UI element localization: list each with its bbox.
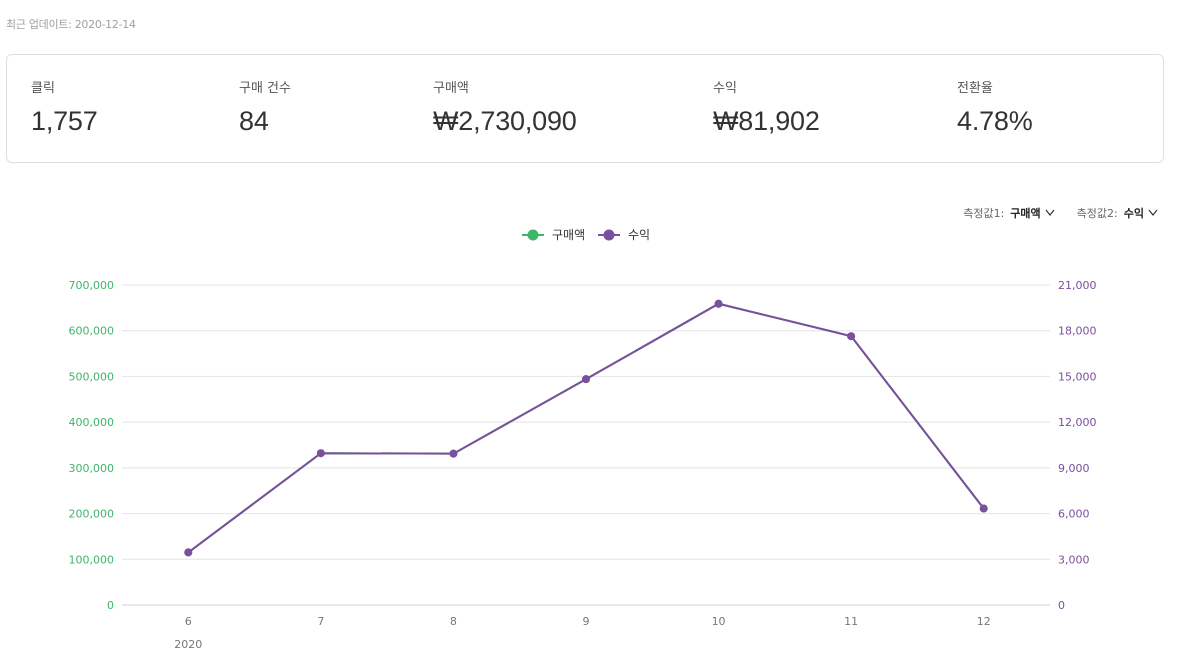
y-right-tick-label: 3,000 xyxy=(1058,553,1090,566)
legend-label: 구매액 xyxy=(552,228,585,242)
series-2-point xyxy=(979,504,988,513)
metric-conversion-rate: 전환율 4.78% xyxy=(957,77,1033,137)
y-left-tick-label: 500,000 xyxy=(69,370,115,383)
y-left-tick-label: 200,000 xyxy=(69,508,115,521)
y-left-tick-label: 100,000 xyxy=(69,553,115,566)
measure1-label: 측정값1: xyxy=(963,207,1005,220)
legend-marker xyxy=(603,229,615,241)
metric-value: ₩81,902 xyxy=(713,106,820,136)
chevron-down-icon xyxy=(1045,208,1055,219)
y-right-tick-label: 0 xyxy=(1058,599,1065,612)
metric-label: 전환율 xyxy=(957,81,993,96)
y-right-tick-label: 18,000 xyxy=(1058,325,1097,338)
x-tick-label: 7 xyxy=(317,615,324,628)
metric-value: 4.78% xyxy=(957,106,1033,136)
y-right-tick-label: 15,000 xyxy=(1058,370,1097,383)
metric-label: 수익 xyxy=(713,81,737,96)
measure-selectors: 측정값1: 구매액 측정값2: 수익 xyxy=(963,205,1158,221)
x-year-label: 2020 xyxy=(174,638,202,651)
measure1-value: 구매액 xyxy=(1010,207,1041,220)
y-right-tick-label: 6,000 xyxy=(1058,508,1090,521)
series-2-point xyxy=(316,449,325,458)
series-2-point xyxy=(449,449,458,458)
metric-value: ₩2,730,090 xyxy=(433,106,577,136)
y-left-tick-label: 300,000 xyxy=(69,462,115,475)
x-tick-label: 8 xyxy=(450,615,457,628)
y-left-tick-label: 0 xyxy=(107,599,114,612)
x-tick-label: 11 xyxy=(844,615,858,628)
measure2-dropdown[interactable]: 측정값2: 수익 xyxy=(1077,205,1158,221)
series-line-1 xyxy=(187,302,985,554)
x-tick-label: 6 xyxy=(185,615,192,628)
metric-label: 클릭 xyxy=(31,81,55,96)
series-2-point xyxy=(714,299,723,308)
y-right-tick-label: 9,000 xyxy=(1058,462,1090,475)
measure1-dropdown[interactable]: 측정값1: 구매액 xyxy=(963,205,1055,221)
y-left-tick-label: 400,000 xyxy=(69,416,115,429)
metric-revenue: 수익 ₩81,902 xyxy=(713,77,820,137)
metric-value: 84 xyxy=(239,106,269,136)
summary-panel: 클릭 1,757 구매 건수 84 구매액 ₩2,730,090 수익 ₩81,… xyxy=(6,54,1164,163)
legend-label: 수익 xyxy=(628,228,650,242)
measure2-value: 수익 xyxy=(1123,207,1144,220)
metric-label: 구매 건수 xyxy=(239,81,291,96)
y-right-tick-label: 21,000 xyxy=(1058,279,1097,292)
measure2-label: 측정값2: xyxy=(1076,207,1118,220)
metric-value: 1,757 xyxy=(31,106,98,136)
metric-label: 구매액 xyxy=(433,81,469,96)
x-tick-label: 9 xyxy=(583,615,590,628)
series-2-point xyxy=(582,375,590,384)
last-updated-text: 최근 업데이트: 2020-12-14 xyxy=(6,18,136,31)
y-right-tick-label: 12,000 xyxy=(1058,416,1097,429)
legend-marker xyxy=(527,229,539,241)
x-tick-label: 12 xyxy=(977,615,991,628)
series-line-2 xyxy=(187,302,985,554)
series-2-point xyxy=(184,548,193,557)
x-tick-label: 10 xyxy=(712,615,726,628)
y-left-tick-label: 700,000 xyxy=(69,279,115,292)
chevron-down-icon xyxy=(1148,208,1158,219)
metric-purchases: 구매 건수 84 xyxy=(239,77,291,137)
line-chart: 0 0 100,000 3,000 200,000 6,000 300,000 9,000 40… xyxy=(69,228,1097,651)
y-left-tick-label: 600,000 xyxy=(69,325,115,338)
metric-purchase-amount: 구매액 ₩2,730,090 xyxy=(433,77,577,137)
series-2-point xyxy=(847,332,856,341)
metric-clicks: 클릭 1,757 xyxy=(31,77,98,137)
